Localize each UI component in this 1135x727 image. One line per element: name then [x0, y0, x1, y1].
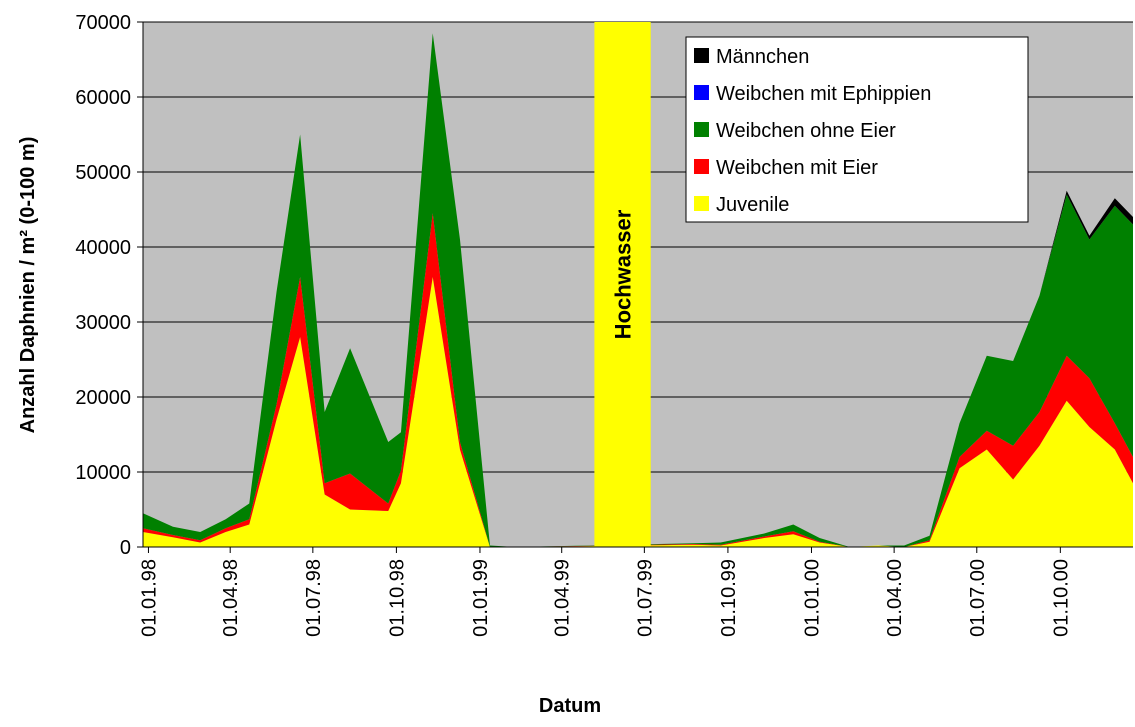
annotation-band: [594, 22, 651, 547]
x-tick-label: 01.04.00: [884, 559, 906, 637]
legend-label: Weibchen mit Ephippien: [716, 83, 931, 105]
legend-swatch: [694, 48, 709, 63]
y-tick-label: 60000: [75, 87, 131, 109]
y-tick-label: 70000: [75, 12, 131, 34]
legend-label: Juvenile: [716, 194, 789, 216]
y-tick-label: 0: [120, 537, 131, 559]
x-tick-label: 01.07.00: [967, 559, 989, 637]
x-tick-label: 01.10.98: [386, 559, 408, 637]
legend-label: Weibchen mit Eier: [716, 157, 878, 179]
y-tick-label: 50000: [75, 162, 131, 184]
x-tick-label: 01.01.98: [138, 559, 160, 637]
annotation-label: Hochwasser: [611, 209, 636, 339]
legend-swatch: [694, 85, 709, 100]
x-tick-label: 01.01.99: [470, 559, 492, 637]
y-tick-label: 40000: [75, 237, 131, 259]
x-tick-label: 01.10.99: [718, 559, 740, 637]
x-tick-label: 01.01.00: [801, 559, 823, 637]
legend-swatch: [694, 159, 709, 174]
y-tick-label: 20000: [75, 387, 131, 409]
area: [143, 277, 1133, 547]
y-tick-label: 10000: [75, 462, 131, 484]
legend-label: Männchen: [716, 46, 809, 68]
legend-label: Weibchen ohne Eier: [716, 120, 896, 142]
x-tick-label: 01.10.00: [1050, 559, 1072, 637]
legend-swatch: [694, 196, 709, 211]
y-axis-title: Anzahl Daphnien / m² (0-100 m): [17, 137, 39, 434]
y-tick-label: 30000: [75, 312, 131, 334]
legend-swatch: [694, 122, 709, 137]
x-tick-label: 01.07.98: [303, 559, 325, 637]
x-tick-label: 01.04.98: [220, 559, 242, 637]
legend-box: [685, 36, 1029, 223]
x-tick-label: 01.04.99: [552, 559, 574, 637]
x-axis-title: Datum: [539, 695, 601, 717]
x-tick-label: 01.07.99: [634, 559, 656, 637]
